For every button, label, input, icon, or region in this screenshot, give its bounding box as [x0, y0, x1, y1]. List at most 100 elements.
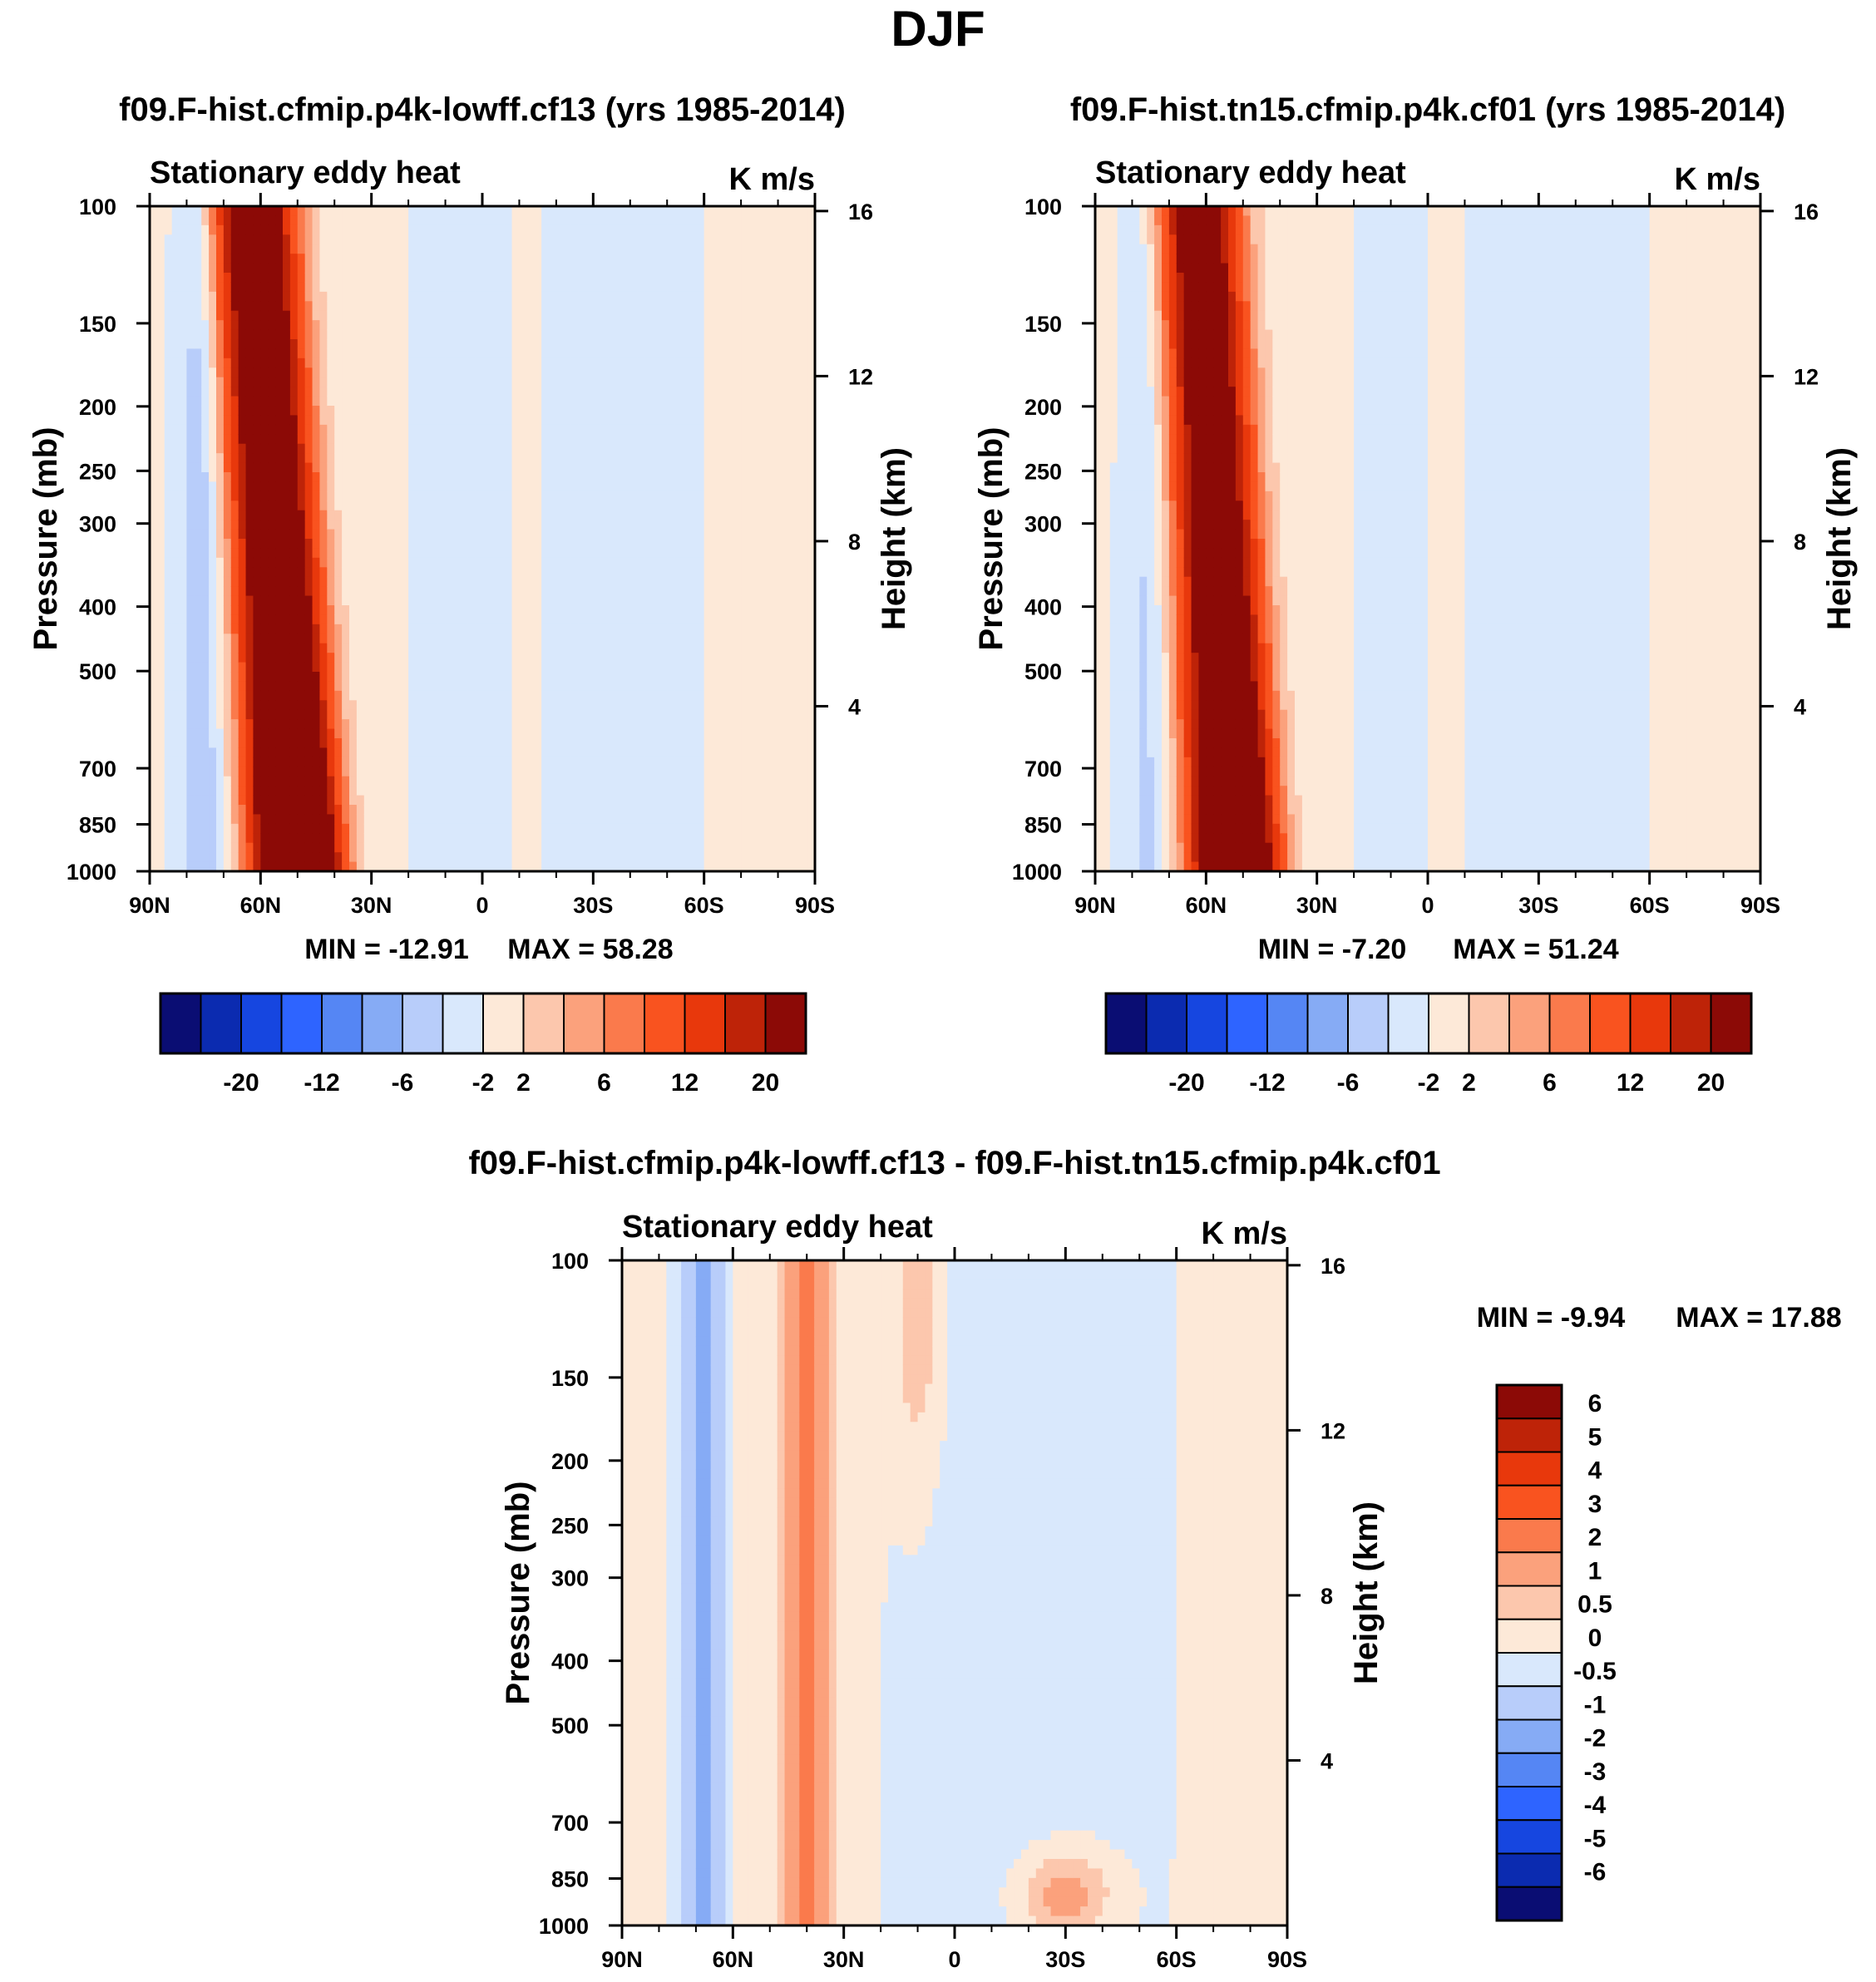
x-tick-label: 60N — [713, 1947, 754, 1972]
x-tick-label: 30S — [573, 893, 613, 918]
x-tick-label: 0 — [476, 893, 488, 918]
colorbar-swatch — [1226, 993, 1268, 1054]
y-tick-label: 300 — [1024, 512, 1062, 537]
y-tick-label: 1000 — [67, 860, 116, 885]
colorbar-swatch — [724, 993, 767, 1054]
colorbar-label: -5 — [1584, 1825, 1607, 1852]
colorbar-swatch — [1496, 1618, 1563, 1654]
colorbar-swatch — [1710, 993, 1752, 1054]
max-label: MAX = 17.88 — [1676, 1302, 1841, 1334]
colorbar-label: 6 — [597, 1069, 611, 1097]
height-tick-label: 16 — [1794, 200, 1819, 224]
x-tick-label: 0 — [948, 1947, 960, 1972]
colorbar-label: 2 — [516, 1069, 531, 1097]
colorbar-label: -20 — [1168, 1069, 1204, 1097]
colorbar-swatch — [1468, 993, 1510, 1054]
colorbar-label: 3 — [1588, 1491, 1602, 1518]
x-tick-label: 90S — [1740, 893, 1780, 918]
x-tick-label: 60S — [1630, 893, 1670, 918]
colorbar-swatch — [482, 993, 525, 1054]
x-tick-label: 0 — [1421, 893, 1434, 918]
colorbar-label: -12 — [304, 1069, 339, 1097]
y-axis-title: Pressure (mb) — [500, 1482, 536, 1705]
colorbar-swatch — [1496, 1417, 1563, 1453]
x-tick-label: 30N — [1296, 893, 1338, 918]
y-tick-label: 150 — [551, 1366, 589, 1391]
y-tick-label: 700 — [551, 1811, 589, 1836]
panel-title: f09.F-hist.tn15.cfmip.p4k.cf01 (yrs 1985… — [1070, 91, 1785, 128]
right-axis-title: Height (km) — [1348, 1501, 1385, 1684]
colorbar-swatch — [684, 993, 726, 1054]
x-tick-label: 30N — [351, 893, 392, 918]
y-tick-label: 150 — [79, 312, 116, 337]
colorbar-label: -20 — [223, 1069, 259, 1097]
y-tick-label: 150 — [1024, 312, 1062, 337]
colorbar-swatch — [1496, 1484, 1563, 1520]
panel-right: f09.F-hist.tn15.cfmip.p4k.cf01 (yrs 1985… — [973, 91, 1858, 1097]
variable-label: Stationary eddy heat — [1095, 155, 1406, 190]
colorbar-label: -6 — [1337, 1069, 1360, 1097]
min-label: MIN = -12.91 — [304, 934, 468, 965]
x-tick-label: 60N — [1186, 893, 1227, 918]
colorbar-swatch — [442, 993, 484, 1054]
colorbar-label: 6 — [1543, 1069, 1557, 1097]
y-tick-label: 300 — [551, 1566, 589, 1591]
units-label: K m/s — [1675, 162, 1760, 197]
colorbar-swatch — [1629, 993, 1671, 1054]
height-tick-label: 4 — [848, 694, 861, 719]
colorbar-swatch — [1548, 993, 1591, 1054]
y-tick-label: 1000 — [539, 1914, 589, 1939]
y-tick-label: 500 — [551, 1713, 589, 1738]
y-tick-label: 700 — [1024, 757, 1062, 781]
x-tick-label: 90S — [795, 893, 835, 918]
max-label: MAX = 58.28 — [507, 934, 673, 965]
colorbar-swatch — [1508, 993, 1551, 1054]
y-tick-label: 1000 — [1012, 860, 1062, 885]
x-tick-label: 60S — [684, 893, 724, 918]
y-axis-title: Pressure (mb) — [27, 427, 64, 651]
panel-difference: f09.F-hist.cfmip.p4k-lowff.cf13 - f09.F-… — [468, 1145, 1841, 1972]
colorbar-label: -6 — [392, 1069, 414, 1097]
colorbar-swatch — [603, 993, 645, 1054]
colorbar-swatch — [1496, 1752, 1563, 1787]
height-tick-label: 16 — [848, 200, 873, 224]
units-label: K m/s — [729, 162, 815, 197]
colorbar-swatch — [522, 993, 565, 1054]
contour-field — [1095, 206, 1760, 871]
right-axis-title: Height (km) — [876, 447, 912, 630]
colorbar-label: 0.5 — [1577, 1591, 1612, 1619]
y-tick-label: 250 — [79, 459, 116, 484]
units-label: K m/s — [1202, 1216, 1287, 1251]
y-tick-label: 200 — [551, 1449, 589, 1474]
y-axis-title: Pressure (mb) — [973, 427, 1010, 651]
colorbar-label: 5 — [1588, 1423, 1602, 1451]
colorbar-swatch — [1496, 1852, 1563, 1888]
colorbar-label: 4 — [1588, 1457, 1602, 1485]
y-tick-label: 250 — [551, 1513, 589, 1538]
y-tick-label: 100 — [1024, 195, 1062, 219]
y-tick-label: 400 — [79, 595, 116, 620]
colorbar-swatch — [1306, 993, 1349, 1054]
y-tick-label: 500 — [1024, 659, 1062, 684]
y-tick-label: 200 — [1024, 395, 1062, 420]
contour-field — [622, 1260, 1287, 1925]
colorbar-label: 1 — [1588, 1557, 1602, 1585]
y-tick-label: 850 — [79, 813, 116, 838]
x-tick-label: 90N — [129, 893, 170, 918]
y-tick-label: 100 — [551, 1249, 589, 1274]
colorbar-frame — [159, 992, 807, 1055]
colorbar-label: 0 — [1588, 1625, 1602, 1652]
colorbar-frame — [1104, 992, 1753, 1055]
colorbar-label: -2 — [472, 1069, 495, 1097]
x-tick-label: 30S — [1518, 893, 1558, 918]
y-tick-label: 700 — [79, 757, 116, 781]
x-tick-label: 90N — [1074, 893, 1116, 918]
colorbar-swatch — [1347, 993, 1390, 1054]
colorbar-swatch — [764, 993, 807, 1054]
colorbar-swatch — [321, 993, 363, 1054]
min-label: MIN = -7.20 — [1258, 934, 1407, 965]
height-tick-label: 12 — [1794, 364, 1819, 389]
y-tick-label: 250 — [1024, 459, 1062, 484]
colorbar-swatch — [1105, 993, 1148, 1054]
colorbar-swatch — [1496, 1551, 1563, 1587]
